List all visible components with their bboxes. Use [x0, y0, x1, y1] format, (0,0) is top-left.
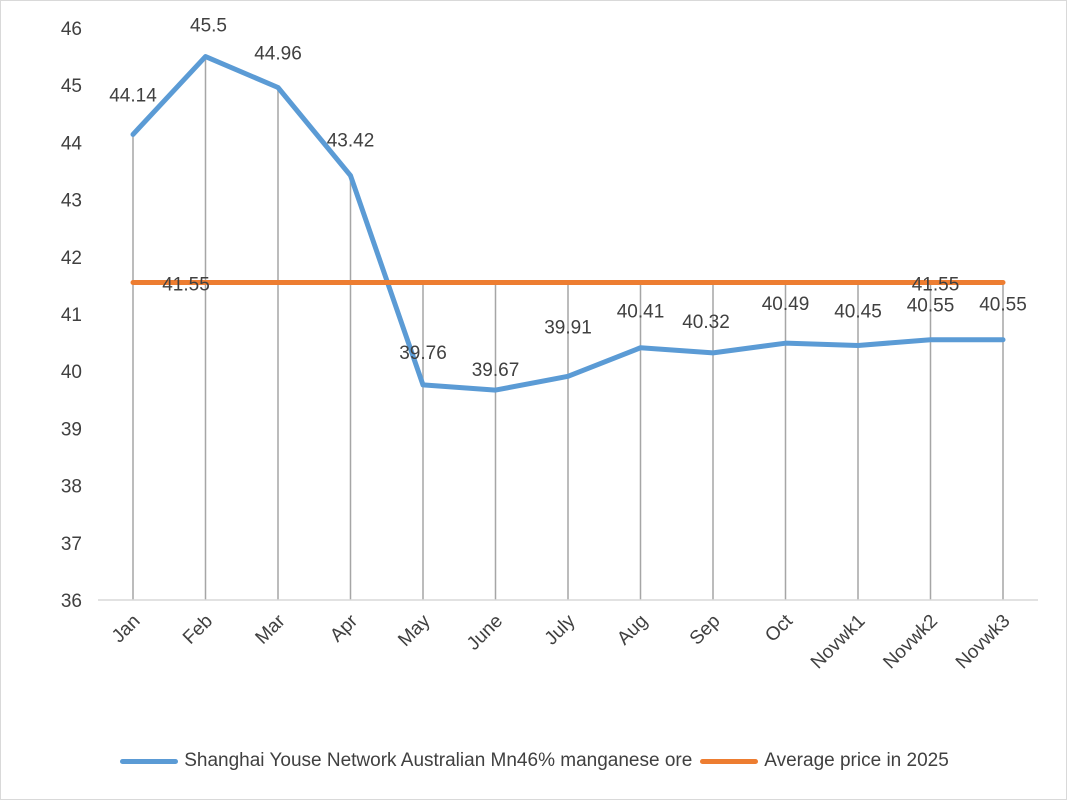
y-tick-label: 41	[61, 305, 82, 326]
data-label: 40.55	[979, 295, 1027, 316]
data-label: 40.55	[907, 296, 955, 317]
x-tick-label: Novwk1	[807, 611, 870, 674]
y-tick-label: 39	[61, 419, 82, 440]
y-tick-label: 42	[61, 248, 82, 269]
data-label: 40.45	[834, 301, 882, 322]
legend: Shanghai Youse Network Australian Mn46% …	[0, 750, 1069, 772]
legend-swatch-orange	[700, 758, 759, 764]
y-tick-label: 37	[61, 534, 82, 555]
series-group	[130, 54, 1006, 393]
gridlines	[132, 56, 1004, 600]
data-label: 39.76	[399, 343, 447, 364]
y-tick-label: 38	[61, 477, 82, 498]
data-label-average: 41.55	[162, 275, 210, 296]
y-tick-label: 40	[61, 362, 82, 383]
data-label: 43.42	[327, 131, 375, 152]
x-tick-label: Sep	[686, 611, 725, 650]
data-label: 40.32	[682, 312, 730, 333]
x-axis: Jan Feb Mar Apr May June July Aug Sep Oct Novwk1 No…	[98, 599, 1038, 674]
legend-item-manganese-ore: Shanghai Youse Network Australian Mn46% …	[120, 750, 692, 772]
x-tick-label: July	[541, 610, 580, 649]
data-label: 40.41	[617, 302, 665, 323]
y-tick-label: 44	[61, 133, 83, 154]
x-tick-label: Oct	[761, 610, 797, 646]
legend-label: Shanghai Youse Network Australian Mn46% …	[184, 750, 693, 771]
x-tick-label: Aug	[613, 611, 652, 650]
legend-item-average-price: Average price in 2025	[700, 750, 949, 772]
y-tick-label: 43	[61, 191, 82, 212]
data-label: 39.91	[544, 317, 592, 338]
data-labels: 44.14 45.5 44.96 43.42 39.76 39.67 39.91 40.41 4…	[109, 16, 1027, 381]
y-tick-label: 46	[61, 19, 82, 40]
data-label: 40.49	[762, 294, 810, 315]
data-label: 44.14	[109, 85, 157, 106]
y-tick-label: 45	[61, 76, 82, 97]
x-tick-label: Mar	[252, 610, 290, 648]
data-label: 45.5	[190, 16, 227, 37]
x-tick-label: June	[463, 611, 507, 655]
x-tick-label: Novwk3	[952, 611, 1015, 674]
x-tick-label: Feb	[179, 611, 217, 649]
y-axis: 36 37 38 39 40 41 42 43 44 45 46	[61, 19, 83, 612]
x-tick-label: May	[394, 610, 435, 651]
legend-label: Average price in 2025	[764, 750, 949, 771]
y-tick-label: 36	[61, 591, 82, 612]
data-label-average: 41.55	[912, 275, 960, 296]
x-tick-label: Novwk2	[879, 611, 942, 674]
x-tick-label: Apr	[326, 610, 362, 646]
x-tick-label: Jan	[108, 611, 145, 648]
legend-swatch-blue	[120, 758, 179, 764]
data-label: 39.67	[472, 360, 520, 381]
data-label: 44.96	[254, 43, 302, 64]
